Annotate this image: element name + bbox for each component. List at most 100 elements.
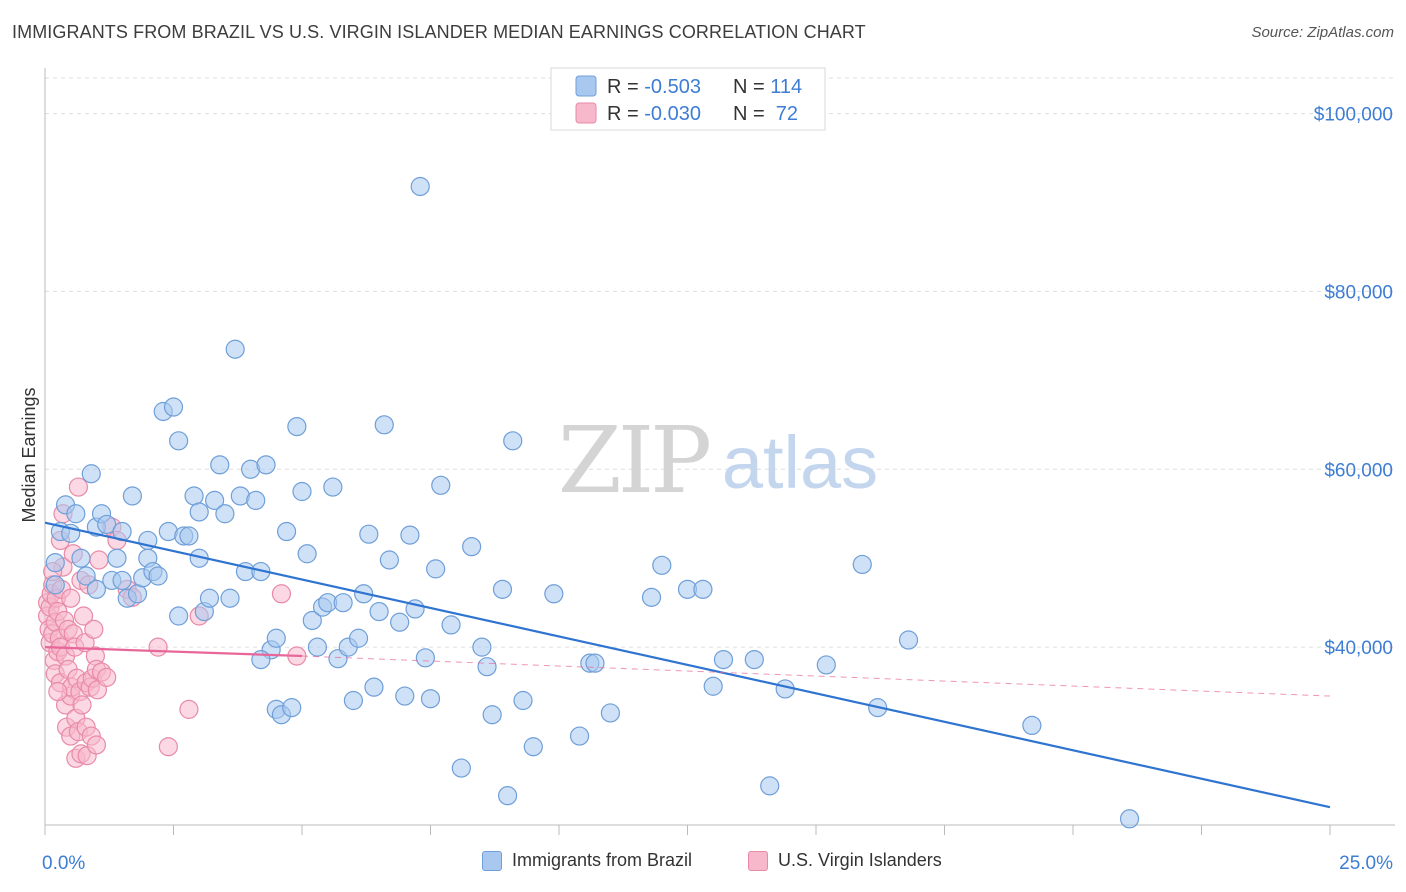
data-point-virgin-islanders	[158, 737, 178, 757]
data-point-virgin-islanders	[97, 667, 117, 687]
data-point-brazil	[148, 566, 168, 586]
data-point-brazil	[569, 726, 590, 746]
legend-row-virgin-islanders: R = -0.030	[607, 103, 701, 125]
data-point-virgin-islanders	[73, 606, 94, 626]
legend-swatch-brazil	[482, 850, 502, 871]
data-point-brazil	[390, 612, 410, 632]
y-tick-label: $60,000	[1324, 460, 1393, 481]
data-point-brazil	[215, 504, 235, 524]
data-point-brazil	[477, 657, 497, 677]
y-tick-labels: $40,000 $60,000 $80,000 $100,000	[1314, 105, 1393, 660]
data-point-brazil	[451, 758, 471, 778]
data-point-brazil	[703, 676, 723, 696]
data-point-brazil	[225, 339, 245, 359]
data-point-brazil	[287, 417, 307, 437]
data-point-brazil	[71, 548, 91, 568]
data-point-brazil	[76, 566, 96, 586]
x-tick-label: 0.0%	[42, 853, 85, 874]
legend-item-brazil[interactable]: Immigrants from Brazil	[482, 850, 692, 871]
legend-item-virgin-islanders[interactable]: U.S. Virgin Islanders	[748, 850, 942, 871]
grid	[45, 77, 1395, 648]
data-point-brazil	[693, 579, 713, 599]
watermark-atlas: atlas	[722, 421, 878, 504]
y-tick-label: $40,000	[1324, 638, 1393, 659]
data-point-brazil	[122, 486, 142, 506]
data-point-brazil	[169, 606, 189, 626]
y-tick-label: $100,000	[1314, 105, 1393, 126]
data-point-brazil	[441, 615, 461, 635]
data-point-brazil	[379, 550, 399, 570]
data-point-brazil	[297, 544, 317, 564]
series-brazil	[45, 176, 1140, 829]
legend-swatch-brazil	[575, 75, 597, 97]
data-point-brazil	[189, 502, 209, 522]
legend-n-brazil: N = 114	[733, 76, 802, 98]
data-point-brazil	[179, 526, 199, 546]
watermark-zip: ZIP	[558, 407, 709, 514]
data-point-brazil	[307, 637, 328, 657]
data-point-brazil	[498, 786, 518, 806]
data-point-brazil	[292, 481, 312, 502]
data-point-virgin-islanders	[61, 588, 81, 608]
data-point-brazil	[323, 477, 343, 497]
data-point-brazil	[45, 553, 65, 573]
data-point-brazil	[415, 648, 435, 668]
legend-n-label: N =	[733, 76, 770, 98]
data-point-brazil	[220, 588, 240, 608]
data-point-brazil	[348, 628, 369, 648]
data-point-brazil	[302, 610, 322, 631]
data-point-brazil	[462, 537, 482, 557]
data-point-brazil	[66, 504, 86, 524]
data-point-virgin-islanders	[48, 682, 68, 702]
legend-r-value-virgin-islanders: -0.030	[644, 103, 701, 125]
legend-n-label: N =	[733, 103, 770, 125]
legend-label-brazil: Immigrants from Brazil	[512, 850, 693, 870]
legend-bottom: Immigrants from Brazil U.S. Virgin Islan…	[0, 850, 1406, 880]
chart-title: IMMIGRANTS FROM BRAZIL VS U.S. VIRGIN IS…	[12, 22, 866, 42]
axes	[44, 68, 1395, 835]
data-point-brazil	[210, 455, 230, 475]
data-point-brazil	[400, 525, 420, 545]
data-point-brazil	[503, 431, 523, 451]
data-point-brazil	[205, 490, 225, 511]
trend-line-virgin-islanders-extension	[301, 655, 1331, 697]
data-point-brazil	[333, 593, 353, 613]
data-point-brazil	[544, 584, 564, 604]
data-point-brazil	[816, 655, 836, 675]
data-point-brazil	[184, 486, 204, 506]
data-point-brazil	[45, 575, 65, 595]
data-point-brazil	[107, 548, 127, 568]
legend-row-brazil: R = -0.503	[607, 76, 701, 98]
data-point-brazil	[852, 554, 872, 575]
y-axis-label: Median Earnings	[19, 387, 39, 522]
data-point-brazil	[585, 653, 605, 673]
legend-swatch-virgin-islanders	[575, 102, 597, 124]
data-point-brazil	[482, 705, 502, 725]
trend-line-brazil	[44, 521, 1331, 809]
data-point-brazil	[256, 455, 276, 475]
data-point-brazil	[713, 649, 734, 670]
data-point-brazil	[364, 677, 384, 697]
trend-line-virgin-islanders	[44, 646, 303, 658]
data-point-brazil	[251, 649, 271, 670]
data-point-brazil	[343, 690, 363, 711]
legend-r-value-brazil: -0.503	[644, 76, 701, 98]
data-point-brazil	[395, 686, 415, 706]
data-point-brazil	[600, 703, 621, 723]
data-point-brazil	[112, 570, 132, 591]
data-point-brazil	[369, 601, 389, 622]
data-point-brazil	[266, 628, 286, 648]
data-point-virgin-islanders	[72, 695, 92, 715]
legend-n-value-brazil: 114	[770, 76, 802, 98]
data-point-brazil	[374, 415, 394, 435]
data-point-brazil	[359, 524, 379, 544]
chart-source: Source: ZipAtlas.com	[1251, 24, 1394, 41]
data-point-virgin-islanders	[179, 699, 199, 719]
legend-n-value-virgin-islanders: 72	[770, 103, 798, 125]
data-point-brazil	[523, 737, 543, 757]
data-point-virgin-islanders	[148, 637, 168, 657]
data-point-brazil	[127, 584, 148, 604]
data-point-brazil	[246, 490, 266, 511]
data-point-brazil	[492, 579, 513, 599]
